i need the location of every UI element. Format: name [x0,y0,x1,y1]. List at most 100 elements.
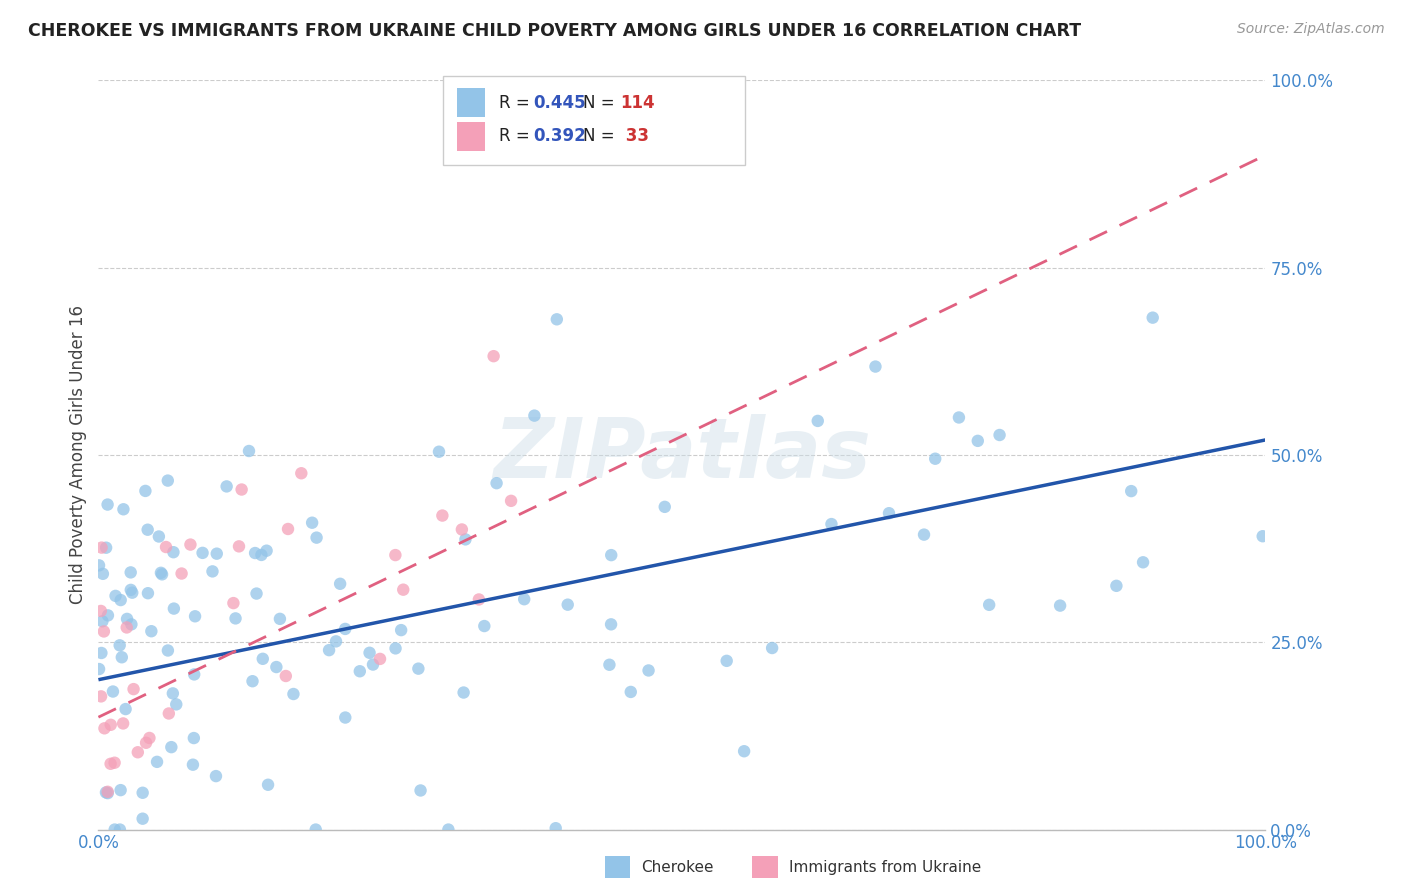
Point [100,718,122,732]
Point [183,667,205,681]
Point [110,593,132,607]
Point [121,585,143,599]
Point [94,541,117,555]
Point [90,604,112,618]
Point [245,586,267,600]
Point [335,622,357,636]
Point [238,444,260,458]
Point [120,566,142,580]
Point [392,582,415,597]
Point [485,476,508,491]
Point [501,493,523,508]
Point [820,517,842,532]
Point [325,634,347,648]
Point [231,483,253,497]
Point [222,596,245,610]
Point [1251,529,1274,543]
Text: R =: R = [499,94,536,112]
Point [359,646,381,660]
Point [600,548,623,562]
Point [1105,579,1128,593]
Point [112,716,135,731]
Point [256,543,278,558]
Point [277,522,299,536]
Point [349,665,371,679]
Text: R =: R = [499,128,536,145]
Point [335,710,357,724]
Point [91,566,114,581]
Point [146,755,169,769]
Point [157,706,180,721]
Text: Cherokee: Cherokee [641,860,714,874]
Point [318,643,340,657]
Point [305,531,328,545]
Point [225,611,247,625]
Point [966,434,988,448]
Text: CHEROKEE VS IMMIGRANTS FROM UKRAINE CHILD POVERTY AMONG GIRLS UNDER 16 CORRELATI: CHEROKEE VS IMMIGRANTS FROM UKRAINE CHIL… [28,22,1081,40]
Point [1121,484,1143,499]
Point [979,598,1001,612]
Point [101,684,124,698]
Point [482,349,505,363]
Point [163,601,186,615]
Point [384,548,406,562]
Point [87,662,110,676]
Point [329,576,352,591]
Point [127,745,149,759]
Point [181,757,204,772]
Point [115,620,138,634]
Point [924,451,946,466]
Point [131,786,153,800]
Point [100,756,122,771]
Point [1049,599,1071,613]
Point [408,662,430,676]
Point [807,414,830,428]
Point [1132,555,1154,569]
Point [191,546,214,560]
Point [87,558,110,573]
Point [97,786,120,800]
Point [228,540,250,554]
Point [409,783,432,797]
Point [170,566,193,581]
Point [110,783,132,797]
Point [384,641,406,656]
Point [257,778,280,792]
Point [389,623,412,637]
Point [93,721,115,735]
Point [600,617,623,632]
Point [513,592,536,607]
Point [160,740,183,755]
Point [266,660,288,674]
Point [716,654,738,668]
Point [162,686,184,700]
Point [136,523,159,537]
Point [269,612,291,626]
Point [988,428,1011,442]
Point [437,822,460,837]
Point [301,516,323,530]
Point [91,615,114,629]
Point [432,508,454,523]
Text: 33: 33 [620,128,650,145]
Point [637,664,659,678]
Point [156,474,179,488]
Point [546,312,568,326]
Point [131,812,153,826]
Point [468,592,491,607]
Text: 114: 114 [620,94,655,112]
Point [148,529,170,543]
Point [557,598,579,612]
Point [544,821,567,835]
Point [104,589,127,603]
Point [184,609,207,624]
Point [93,624,115,639]
Point [136,586,159,600]
Point [472,619,495,633]
Point [90,646,112,660]
Text: 0.392: 0.392 [533,128,586,145]
Point [1142,310,1164,325]
Point [450,523,472,537]
Point [179,538,201,552]
Point [141,624,163,639]
